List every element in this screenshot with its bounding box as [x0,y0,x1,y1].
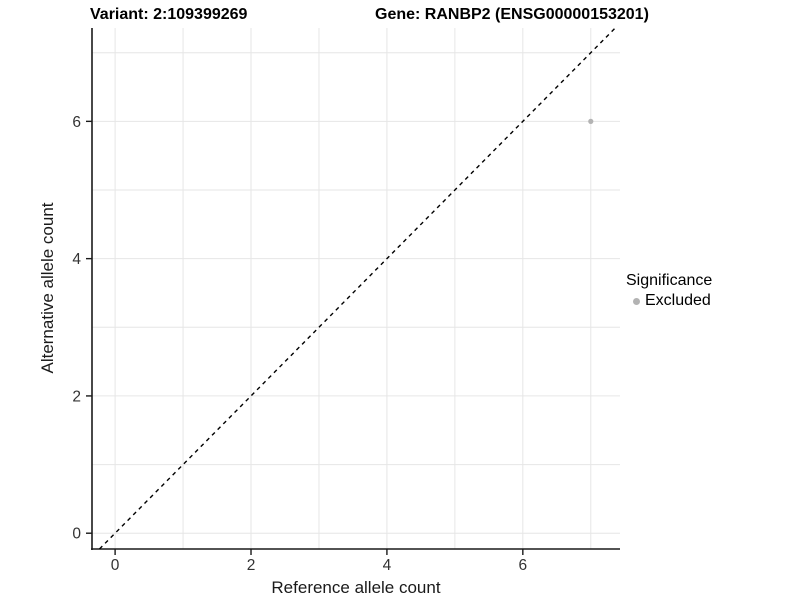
x-tick-label: 6 [519,557,528,574]
legend-item-label: Excluded [645,292,711,309]
x-tick-label: 2 [247,557,256,574]
y-tick-label: 0 [72,526,81,543]
legend-point-icon [633,297,640,305]
x-tick-label: 0 [111,557,120,574]
y-axis-title: Alternative allele count [38,202,57,374]
plot-title-gene: Gene: RANBP2 (ENSG00000153201) [375,6,649,23]
legend: Significance Excluded [626,272,712,310]
y-tick-label: 2 [72,388,81,405]
plot-title-variant: Variant: 2:109399269 [90,6,248,23]
legend-title: Significance [626,272,713,289]
x-tick-label: 4 [383,557,392,574]
x-axis-title: Reference allele count [271,578,441,597]
data-point [588,118,594,124]
legend-item: Excluded [626,292,712,310]
y-tick-label: 6 [72,114,81,131]
y-tick-label: 4 [72,251,81,268]
identity-dashed-line [98,27,616,550]
